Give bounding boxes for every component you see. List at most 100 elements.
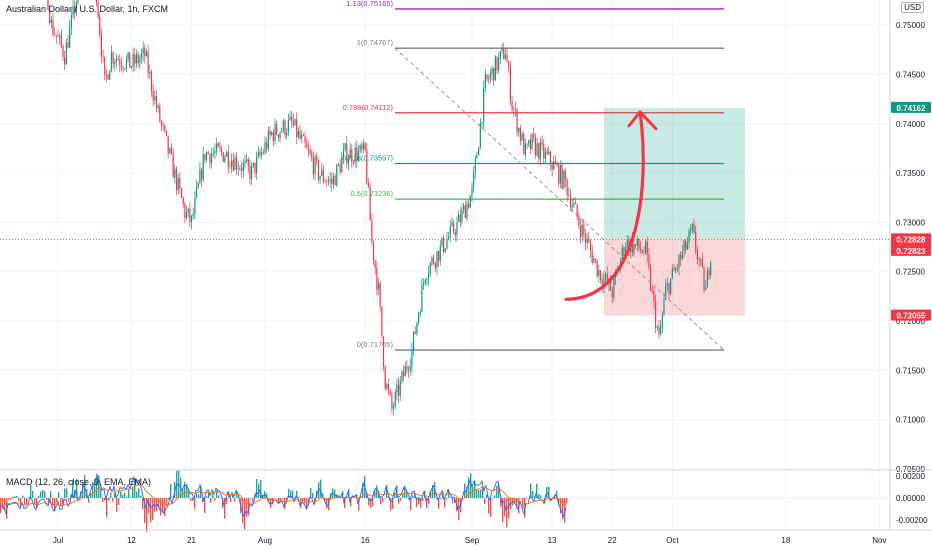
macd-histogram-bar: [546, 487, 548, 498]
candle-body: [489, 73, 491, 80]
macd-histogram-bar: [264, 491, 266, 498]
macd-histogram-bar: [380, 498, 382, 505]
macd-histogram-bar: [230, 498, 232, 503]
macd-histogram-bar: [16, 495, 18, 498]
macd-histogram-bar: [410, 498, 412, 511]
candle-body: [302, 135, 304, 137]
macd-histogram-bar: [112, 498, 114, 502]
candle-body: [416, 322, 418, 334]
candle-body: [256, 156, 258, 174]
macd-tick-label: 0.00000: [896, 494, 925, 503]
candle-body: [65, 42, 67, 65]
candle-body: [508, 62, 510, 69]
macd-histogram-bar: [310, 487, 312, 498]
macd-histogram-bar: [96, 473, 98, 498]
macd-histogram-bar: [130, 497, 132, 498]
macd-histogram-bar: [164, 498, 166, 517]
candle-body: [57, 36, 59, 38]
macd-histogram-bar: [394, 492, 396, 498]
candle-body: [458, 214, 460, 222]
macd-histogram-bar: [564, 498, 566, 523]
candle-body: [159, 105, 161, 122]
macd-histogram-bar: [418, 498, 420, 504]
macd-histogram-bar: [282, 498, 284, 500]
macd-histogram-bar: [526, 497, 528, 498]
candle-body: [444, 248, 446, 252]
candle-body: [299, 131, 301, 139]
macd-histogram-bar: [82, 483, 84, 498]
candle-body: [264, 142, 266, 153]
candle-body: [117, 58, 119, 61]
macd-histogram-bar: [248, 498, 250, 516]
macd-histogram-bar: [286, 498, 288, 501]
candle-body: [122, 67, 124, 69]
macd-histogram-bar: [70, 494, 72, 498]
candle-body: [169, 148, 171, 154]
candle-body: [673, 268, 675, 271]
candle-body: [244, 161, 246, 164]
candle-body: [680, 255, 682, 260]
candle-body: [601, 280, 603, 287]
macd-histogram-bar: [306, 498, 308, 510]
candle-body: [142, 47, 144, 54]
candle-body: [703, 266, 705, 291]
macd-histogram-bar: [490, 498, 492, 517]
candle-body: [237, 168, 239, 170]
macd-indicator-label[interactable]: MACD (12, 26, close, 9, EMA, EMA): [6, 477, 152, 487]
candle-body: [681, 251, 683, 260]
macd-histogram-bar: [488, 498, 490, 514]
macd-histogram-bar: [46, 498, 48, 500]
candle-body: [574, 203, 577, 205]
candle-body: [559, 165, 562, 184]
macd-histogram-bar: [468, 477, 470, 498]
candle-body: [541, 142, 543, 145]
candle-body: [251, 166, 253, 180]
candle-body: [513, 109, 515, 110]
currency-badge[interactable]: USD: [901, 2, 924, 13]
candle-body: [411, 349, 413, 367]
candle-body: [516, 109, 518, 133]
candle-body: [52, 19, 54, 35]
macd-histogram-bar: [184, 481, 186, 498]
price-tick-label: 0.74500: [896, 71, 925, 80]
candle-body: [476, 154, 478, 159]
macd-histogram-bar: [516, 498, 518, 509]
candle-body: [292, 121, 294, 126]
candle-body: [312, 157, 315, 175]
candle-body: [277, 134, 279, 138]
candle-body: [187, 208, 189, 213]
candle-body: [623, 247, 625, 257]
candle-body: [317, 160, 320, 180]
candle-body: [556, 164, 558, 166]
macd-histogram-bar: [234, 498, 236, 502]
macd-panel: 0.00200 0.00000 -0.00200: [0, 470, 928, 532]
candle-body: [135, 54, 138, 64]
macd-histogram-bar: [426, 498, 428, 509]
candle-body: [451, 222, 453, 226]
candle-body: [97, 2, 99, 17]
macd-histogram-bar: [414, 493, 416, 498]
macd-histogram-bar: [524, 498, 526, 518]
macd-histogram-bar: [60, 498, 62, 507]
chart-title: Australian Dollar / U.S. Dollar, 1h, FXC…: [6, 4, 169, 14]
candle-body: [327, 180, 330, 183]
macd-histogram-bar: [352, 495, 354, 498]
candle-body: [149, 71, 151, 73]
candle-body: [518, 127, 520, 133]
macd-histogram-bar: [212, 493, 214, 498]
candle-body: [685, 240, 687, 250]
candle-body: [646, 241, 648, 255]
candle-body: [593, 258, 595, 263]
macd-histogram-bar: [558, 498, 560, 506]
macd-histogram-bar: [446, 498, 448, 499]
candle-body: [70, 15, 72, 28]
macd-histogram-bar: [444, 498, 446, 508]
macd-histogram-bar: [136, 491, 138, 498]
macd-histogram-bar: [436, 498, 438, 499]
candle-body: [648, 254, 650, 267]
macd-histogram-bar: [22, 495, 24, 498]
macd-histogram-bar: [120, 491, 122, 498]
macd-histogram-bar: [390, 498, 392, 511]
macd-histogram-bar: [208, 492, 210, 498]
